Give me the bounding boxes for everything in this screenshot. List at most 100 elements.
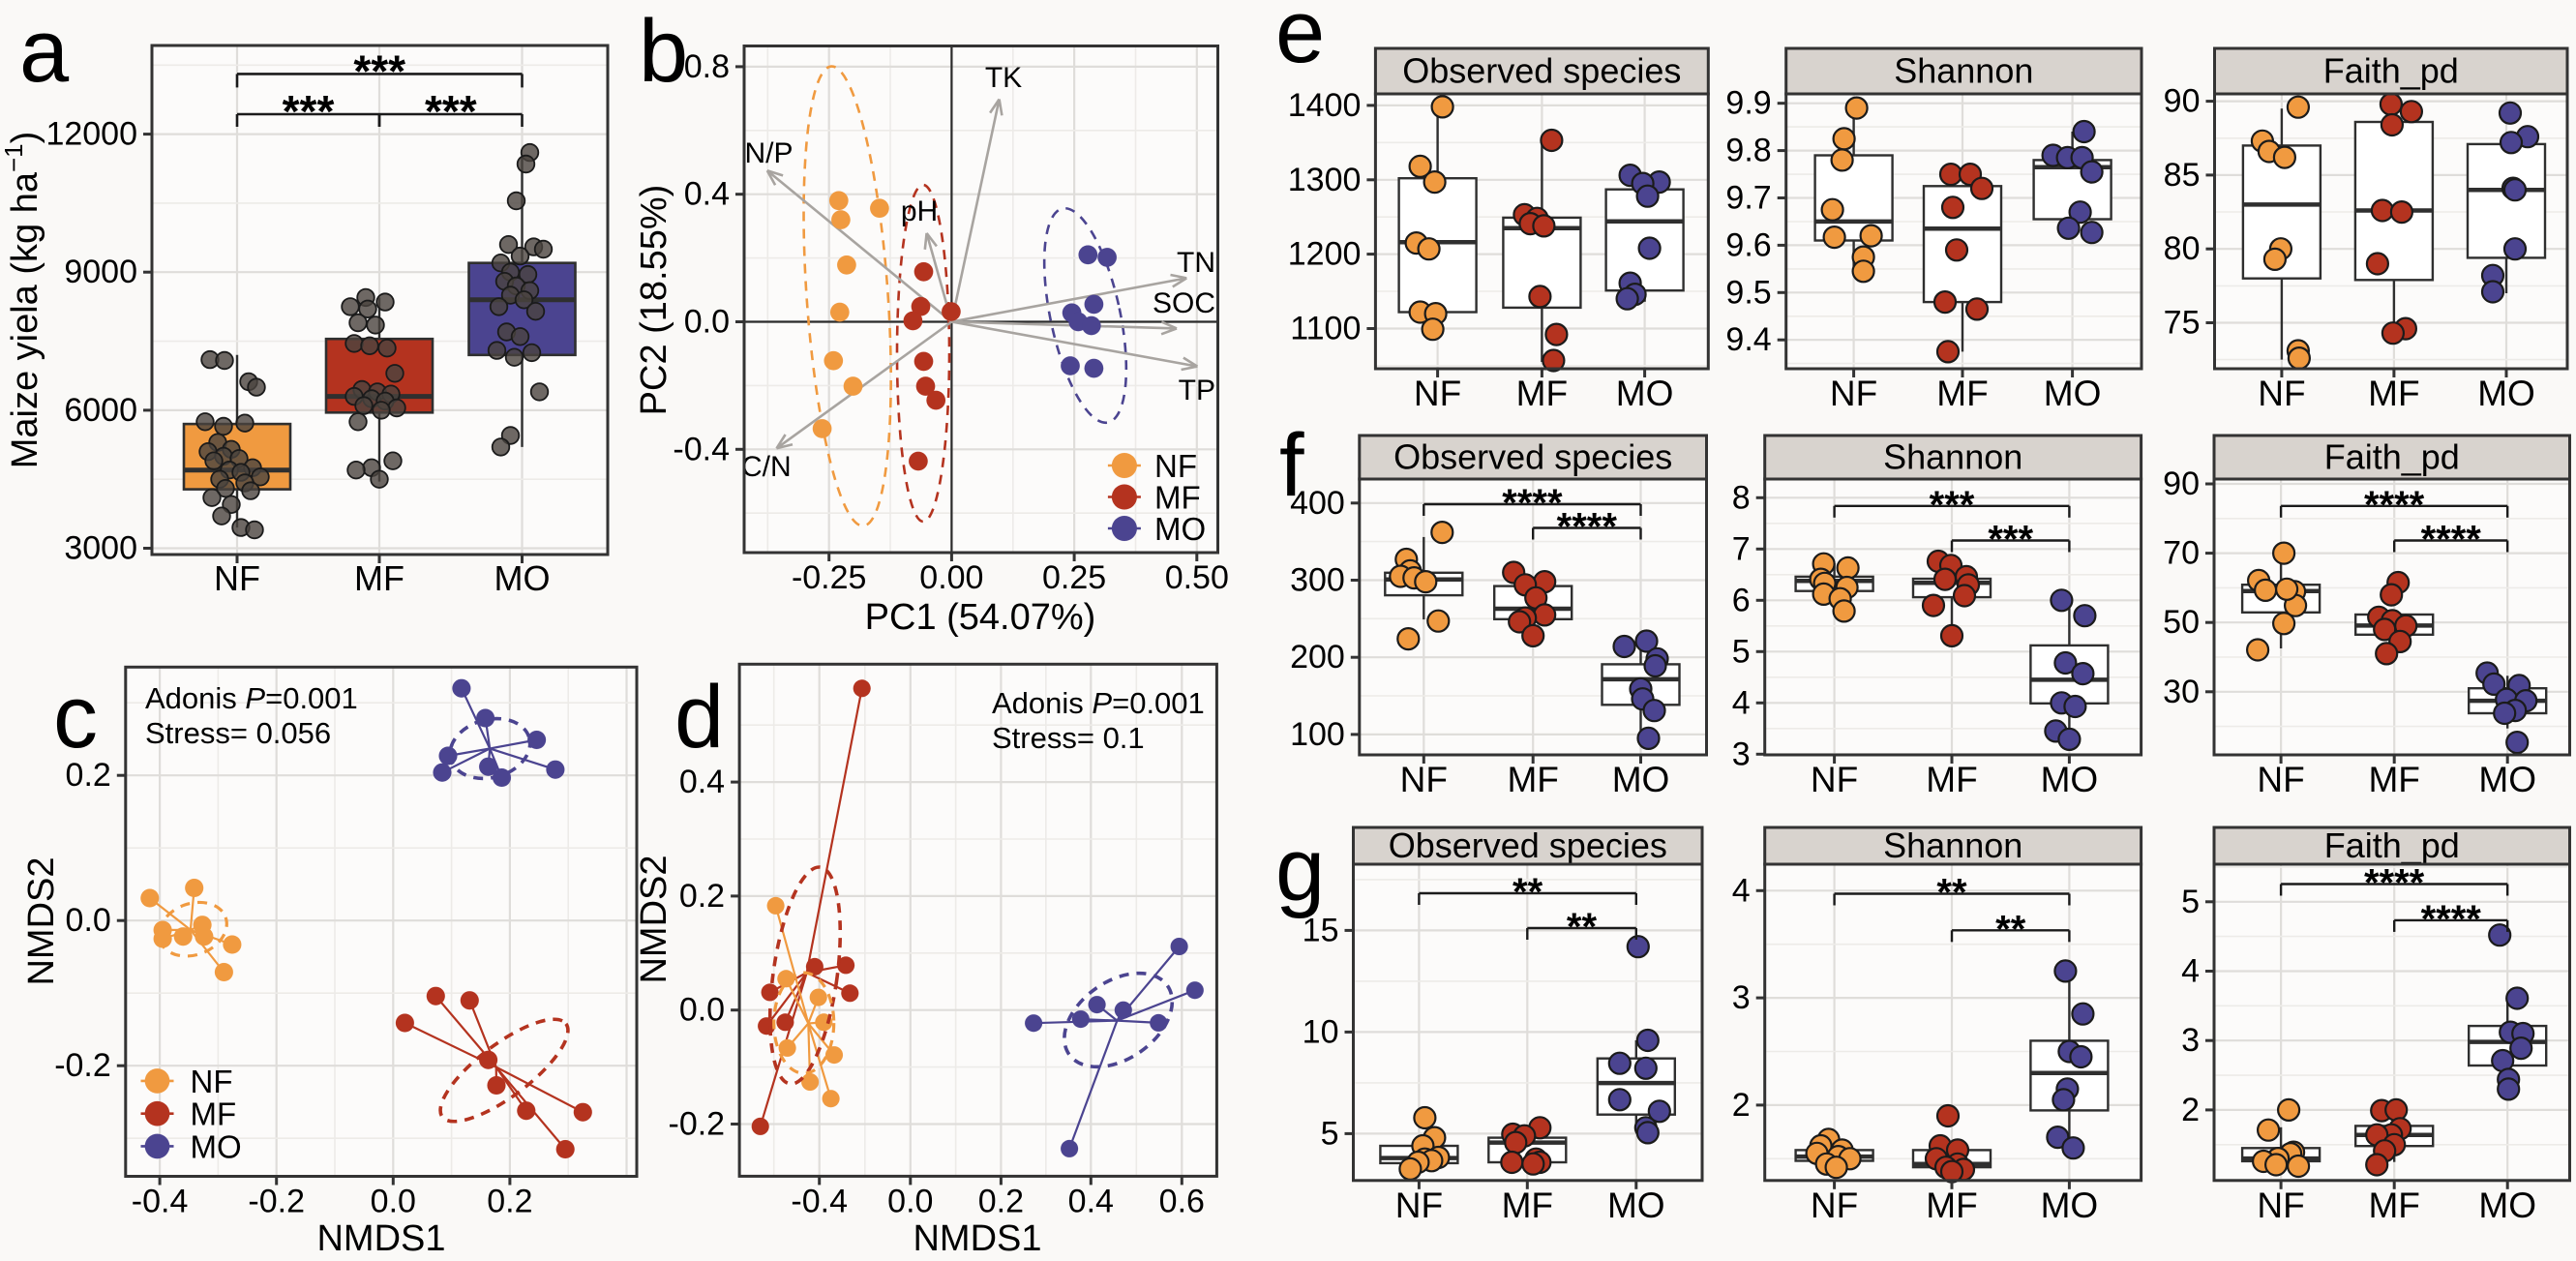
svg-text:NMDS2: NMDS2 — [634, 855, 674, 983]
svg-text:N/P: N/P — [744, 137, 793, 169]
svg-text:NF: NF — [1400, 760, 1448, 799]
svg-text:TN: TN — [1177, 247, 1215, 279]
svg-text:6000: 6000 — [64, 392, 137, 429]
svg-text:NF: NF — [2257, 1186, 2304, 1225]
svg-text:90: 90 — [2163, 465, 2200, 502]
svg-text:MO: MO — [2041, 760, 2099, 799]
svg-text:-0.4: -0.4 — [132, 1184, 189, 1220]
svg-text:d: d — [674, 668, 724, 766]
svg-text:Faith_pd: Faith_pd — [2324, 826, 2460, 865]
svg-text:TK: TK — [985, 62, 1022, 94]
svg-text:0.2: 0.2 — [487, 1184, 532, 1220]
svg-text:90: 90 — [2164, 83, 2201, 120]
svg-text:e: e — [1275, 0, 1325, 81]
svg-text:0.2: 0.2 — [679, 878, 725, 915]
svg-text:***: *** — [425, 86, 477, 136]
svg-text:****: **** — [2364, 862, 2425, 905]
svg-text:0.50: 0.50 — [1165, 559, 1229, 596]
svg-text:MF: MF — [2368, 760, 2419, 799]
svg-text:MF: MF — [354, 558, 404, 598]
svg-text:9.5: 9.5 — [1725, 274, 1771, 311]
svg-text:**: ** — [1995, 908, 2026, 950]
svg-text:9.8: 9.8 — [1725, 133, 1771, 169]
svg-text:0.4: 0.4 — [1068, 1183, 1114, 1219]
svg-text:****: **** — [1557, 506, 1618, 549]
svg-text:0.4: 0.4 — [679, 764, 725, 800]
svg-text:MO: MO — [2478, 760, 2536, 799]
svg-text:9000: 9000 — [64, 254, 137, 290]
svg-text:MO: MO — [494, 558, 551, 598]
svg-text:MO: MO — [1607, 1186, 1665, 1225]
svg-text:0.0: 0.0 — [684, 304, 730, 341]
svg-text:TP: TP — [1179, 375, 1215, 406]
svg-text:15: 15 — [1303, 912, 1339, 948]
svg-text:9.7: 9.7 — [1725, 180, 1771, 217]
svg-text:b: b — [639, 2, 688, 101]
svg-text:NMDS1: NMDS1 — [913, 1218, 1041, 1259]
svg-text:3000: 3000 — [64, 530, 137, 567]
svg-text:3: 3 — [1732, 979, 1751, 1016]
svg-text:0.0: 0.0 — [371, 1184, 416, 1220]
svg-text:**: ** — [1513, 871, 1543, 914]
svg-text:MO: MO — [1616, 374, 1674, 413]
svg-text:MO: MO — [2044, 374, 2102, 413]
svg-text:70: 70 — [2163, 535, 2200, 572]
svg-text:80: 80 — [2164, 230, 2201, 267]
svg-text:Shannon: Shannon — [1883, 826, 2022, 865]
svg-text:-0.2: -0.2 — [669, 1106, 726, 1143]
svg-text:NMDS2: NMDS2 — [21, 856, 62, 985]
svg-text:****: **** — [2421, 519, 2482, 561]
svg-text:0.6: 0.6 — [1159, 1183, 1205, 1219]
svg-text:MO: MO — [1154, 511, 1206, 547]
svg-text:Observed species: Observed species — [1402, 51, 1681, 91]
svg-text:MF: MF — [1507, 760, 1558, 799]
svg-text:Shannon: Shannon — [1894, 51, 2033, 91]
svg-text:4: 4 — [2181, 953, 2200, 990]
svg-text:200: 200 — [1290, 639, 1345, 676]
svg-text:9.9: 9.9 — [1725, 85, 1771, 122]
svg-text:0.0: 0.0 — [887, 1183, 933, 1219]
svg-text:12000: 12000 — [45, 116, 137, 153]
svg-text:MF: MF — [1936, 374, 1988, 413]
svg-text:f: f — [1279, 416, 1304, 515]
svg-text:6: 6 — [1732, 582, 1751, 618]
svg-text:MF: MF — [1926, 760, 1977, 799]
svg-text:**: ** — [1936, 872, 1967, 915]
svg-text:9.4: 9.4 — [1725, 321, 1771, 358]
svg-text:MO: MO — [1612, 760, 1670, 799]
svg-text:PC1 (54.07%): PC1 (54.07%) — [865, 597, 1096, 638]
svg-text:Observed species: Observed species — [1393, 437, 1672, 477]
svg-text:9.6: 9.6 — [1725, 226, 1771, 263]
svg-text:Adonis P=0.001: Adonis P=0.001 — [992, 686, 1205, 720]
svg-text:30: 30 — [2163, 674, 2200, 710]
svg-text:8: 8 — [1732, 479, 1751, 516]
svg-text:g: g — [1275, 821, 1325, 919]
svg-text:0.0: 0.0 — [679, 992, 725, 1029]
svg-text:0.00: 0.00 — [919, 559, 983, 596]
svg-text:100: 100 — [1290, 716, 1345, 753]
svg-text:300: 300 — [1290, 562, 1345, 599]
svg-text:7: 7 — [1732, 530, 1751, 567]
svg-text:NF: NF — [1395, 1186, 1443, 1225]
svg-text:NF: NF — [1830, 374, 1877, 413]
svg-text:MF: MF — [1516, 374, 1568, 413]
svg-text:MO: MO — [191, 1128, 242, 1164]
svg-text:NF: NF — [214, 558, 260, 598]
svg-text:Maize yiela (kg ha−1): Maize yiela (kg ha−1) — [0, 132, 45, 469]
svg-text:***: *** — [1988, 519, 2033, 561]
svg-text:C/N: C/N — [741, 451, 792, 483]
svg-text:0.4: 0.4 — [684, 176, 730, 213]
svg-text:****: **** — [2364, 484, 2425, 526]
svg-text:1300: 1300 — [1288, 162, 1362, 198]
svg-text:4: 4 — [1732, 684, 1751, 721]
svg-text:PC2 (18.55%): PC2 (18.55%) — [634, 185, 674, 416]
svg-text:MO: MO — [2041, 1186, 2099, 1225]
svg-text:0.2: 0.2 — [66, 757, 111, 794]
svg-text:3: 3 — [1732, 736, 1751, 772]
svg-text:MF: MF — [1154, 480, 1201, 516]
svg-text:pH: pH — [901, 195, 938, 227]
svg-text:SOC: SOC — [1153, 287, 1215, 319]
svg-text:-0.2: -0.2 — [54, 1047, 111, 1084]
svg-text:85: 85 — [2164, 157, 2201, 194]
svg-text:MO: MO — [2478, 1186, 2536, 1225]
